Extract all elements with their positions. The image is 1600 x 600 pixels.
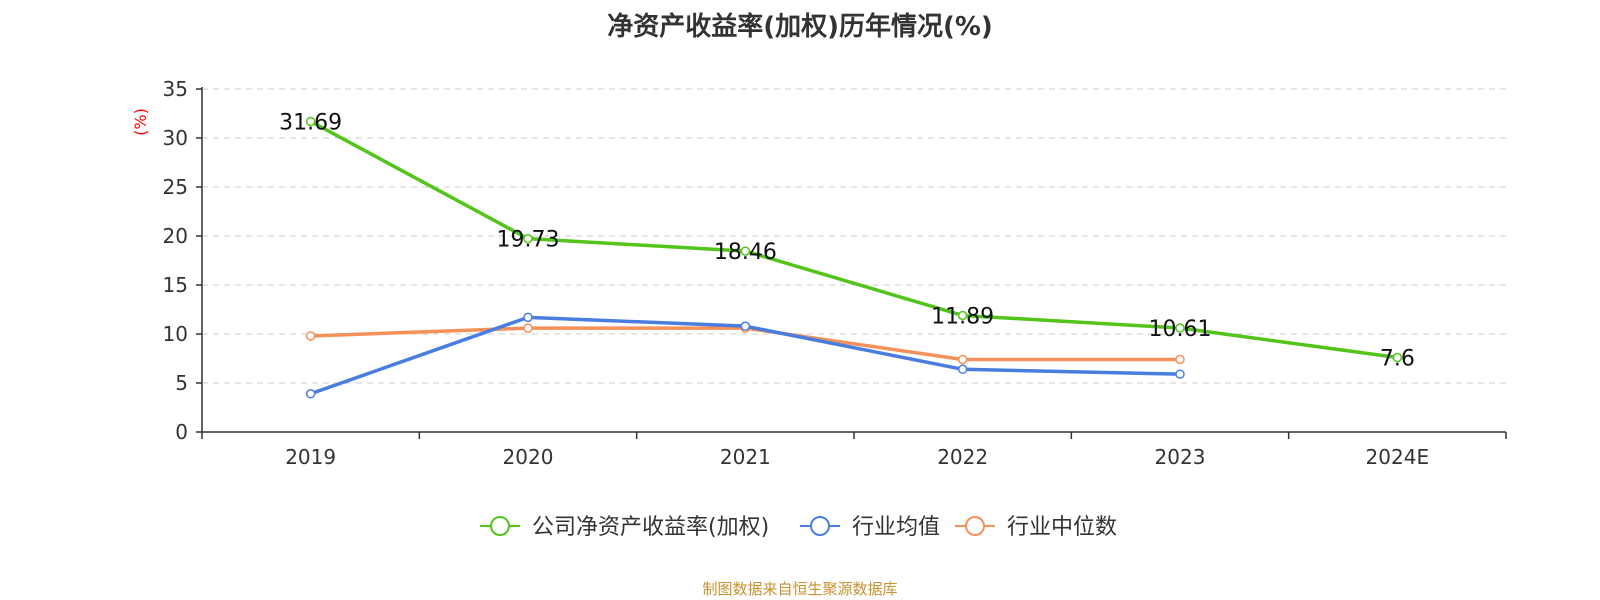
data-point <box>740 321 751 331</box>
x-tick-label: 2023 <box>1155 445 1206 469</box>
y-tick-label: 10 <box>163 322 188 346</box>
legend-label: 行业中位数 <box>1007 515 1117 540</box>
legend-marker-icon <box>810 516 830 536</box>
y-tick-label: 30 <box>163 126 188 150</box>
data-source-note: 制图数据来自恒生聚源数据库 <box>702 580 898 598</box>
data-point <box>1175 354 1185 365</box>
data-point <box>523 233 533 244</box>
chart-title: 净资产收益率(加权)历年情况(%) <box>607 12 993 42</box>
data-label: 10.61 <box>1149 317 1212 342</box>
x-tick-label: 2020 <box>503 445 554 469</box>
data-point <box>305 389 316 399</box>
data-point <box>523 323 533 333</box>
legend-item: 公司净资产收益率(加权) <box>480 515 769 540</box>
x-tick-label: 2022 <box>937 445 988 469</box>
x-tick-label: 2024E <box>1366 445 1430 469</box>
data-point <box>740 246 751 256</box>
data-labels: 31.69 19.73 18.46 11.89 10.61 7.6 <box>279 110 1415 371</box>
legend-label: 行业均值 <box>852 515 940 540</box>
data-point <box>1392 352 1403 363</box>
legend-marker-icon <box>965 516 985 536</box>
series-lines <box>305 116 1403 399</box>
y-axis-unit-label: (%) <box>131 108 150 136</box>
legend-item: 行业中位数 <box>955 515 1117 540</box>
y-tick-label: 35 <box>163 77 188 101</box>
data-point <box>305 331 316 341</box>
data-label: 31.69 <box>279 110 342 135</box>
y-tick-label: 0 <box>175 420 188 444</box>
y-tick-label: 20 <box>163 224 188 248</box>
data-label: 7.6 <box>1380 347 1415 372</box>
data-point <box>957 364 968 375</box>
legend-marker-icon <box>490 516 510 536</box>
data-label: 19.73 <box>497 228 560 253</box>
grid-lines <box>202 88 1506 384</box>
data-point <box>305 116 316 127</box>
y-tick-label: 15 <box>163 273 188 297</box>
series-0 <box>305 116 1403 363</box>
data-label: 11.89 <box>931 304 994 329</box>
axes: 0 5 10 15 20 25 30 35 2019 2020 2021 2022 2023 2024E (… <box>131 77 1507 469</box>
y-tick-label: 5 <box>175 371 188 395</box>
data-point <box>523 312 533 323</box>
legend-item: 行业均值 <box>800 515 940 540</box>
legend: 公司净资产收益率(加权) 行业均值 行业中位数 <box>480 515 1117 540</box>
x-tick-label: 2021 <box>720 445 771 469</box>
series-1 <box>305 312 1185 399</box>
x-tick-label: 2019 <box>285 445 336 469</box>
legend-label: 公司净资产收益率(加权) <box>532 515 769 540</box>
data-point <box>1175 369 1185 379</box>
series-line <box>309 119 1398 360</box>
data-label: 18.46 <box>714 240 777 265</box>
data-point <box>957 310 968 321</box>
y-tick-label: 25 <box>163 175 188 199</box>
data-point <box>957 354 968 365</box>
data-point <box>1175 323 1185 333</box>
